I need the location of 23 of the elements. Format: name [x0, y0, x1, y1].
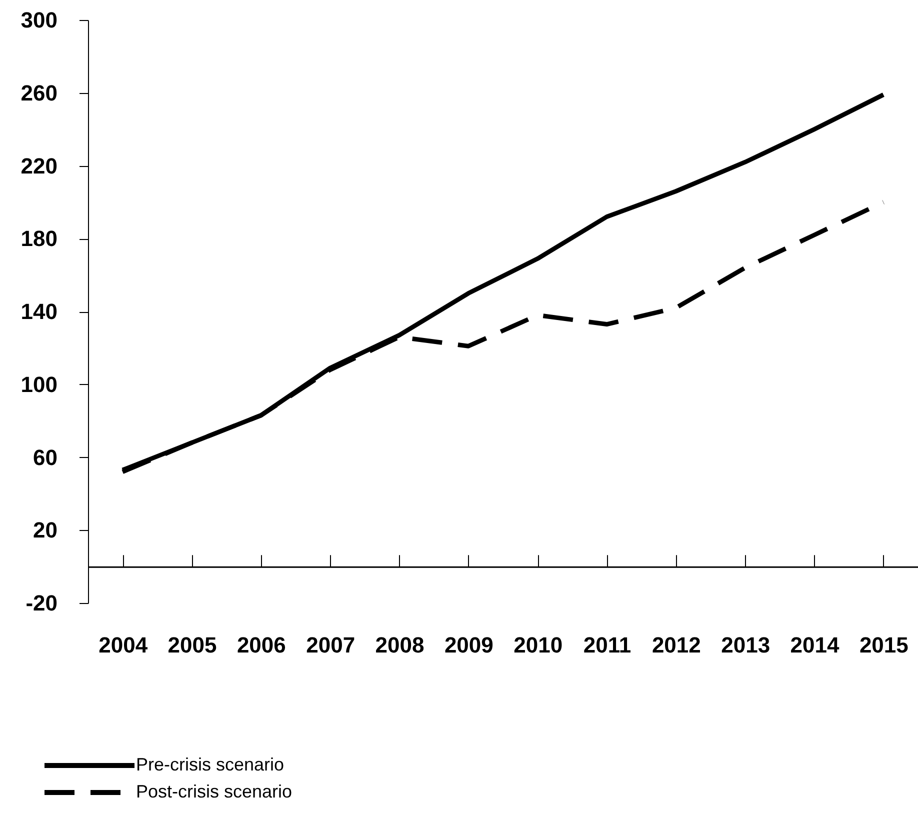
x-tick-label: 2005: [168, 632, 217, 658]
x-tick-label: 2008: [375, 632, 424, 658]
y-tick-label: 100: [20, 372, 58, 397]
x-tick-label: 2014: [790, 632, 840, 658]
x-tick-label: 2015: [859, 632, 908, 658]
x-tick-label: 2006: [236, 632, 286, 658]
x-tick-label: 2010: [514, 632, 563, 658]
legend-label: Post-crisis scenario: [136, 782, 292, 802]
x-tick-label: 2007: [306, 632, 356, 658]
x-tick-label: 2009: [444, 632, 494, 658]
legend-label: Pre-crisis scenario: [136, 754, 284, 774]
x-tick-label: 2011: [583, 632, 632, 658]
y-tick-label: 180: [20, 226, 58, 252]
y-tick-label: 260: [20, 80, 58, 106]
x-tick-label: 2012: [652, 632, 701, 658]
x-tick-label: 2004: [98, 632, 148, 658]
y-tick-label: 20: [33, 518, 58, 543]
y-tick-label: -20: [26, 590, 58, 616]
y-tick-label: 300: [20, 8, 58, 32]
x-tick-label: 2013: [721, 632, 770, 658]
y-tick-label: 140: [20, 299, 58, 324]
y-tick-label: 60: [33, 444, 58, 470]
y-tick-label: 220: [20, 153, 58, 178]
